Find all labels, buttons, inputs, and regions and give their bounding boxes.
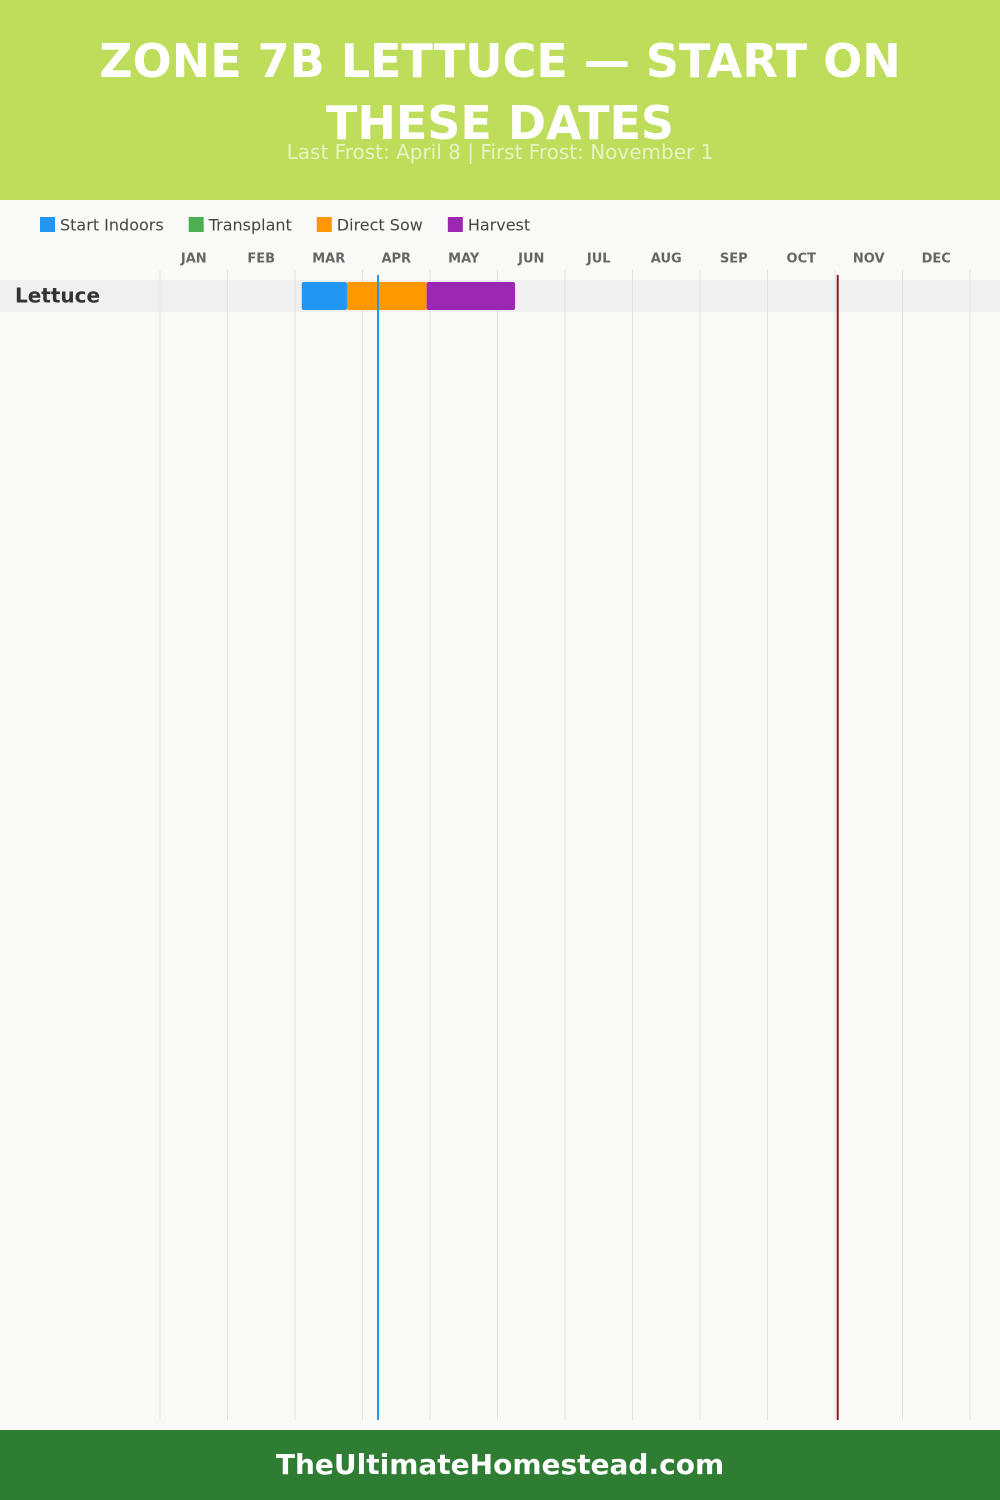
x-tick-label: OCT	[787, 252, 817, 267]
legend-swatch	[447, 217, 463, 232]
x-tick-label: JUN	[517, 252, 544, 267]
x-tick-label: AUG	[651, 252, 682, 267]
header: ZONE 7B LETTUCE — START ON THESE DATES L…	[0, 0, 1000, 200]
bar-segment	[301, 282, 347, 310]
x-tick-label: SEP	[720, 252, 748, 267]
legend-label: Transplant	[208, 216, 292, 235]
x-tick-label: JAN	[180, 252, 207, 267]
x-tick-label: JUL	[586, 252, 611, 267]
legend-swatch	[40, 217, 55, 232]
legend-swatch	[188, 217, 204, 232]
bar-segment	[426, 282, 516, 310]
x-tick-label: MAR	[312, 252, 345, 267]
x-tick-label: FEB	[247, 252, 275, 267]
x-tick-label: APR	[381, 252, 411, 267]
chart-subtitle: Last Frost: April 8 | First Frost: Novem…	[286, 140, 714, 164]
x-tick-label: MAY	[448, 252, 480, 267]
chart: Start Indoors Transplant Direct Sow Harvest…	[0, 216, 1000, 1420]
footer: TheUltimateHomestead.com	[0, 1430, 1000, 1500]
legend-label: Harvest	[468, 216, 530, 235]
bar-segment	[346, 282, 427, 310]
row-label: Lettuce	[15, 284, 100, 308]
legend-label: Start Indoors	[60, 216, 164, 235]
legend-label: Direct Sow	[337, 216, 423, 235]
chart-title: ZONE 7B LETTUCE — START ON THESE DATES	[99, 34, 901, 150]
x-tick-label: DEC	[922, 252, 951, 267]
x-tick-label: NOV	[853, 252, 885, 267]
legend-swatch	[316, 217, 332, 232]
